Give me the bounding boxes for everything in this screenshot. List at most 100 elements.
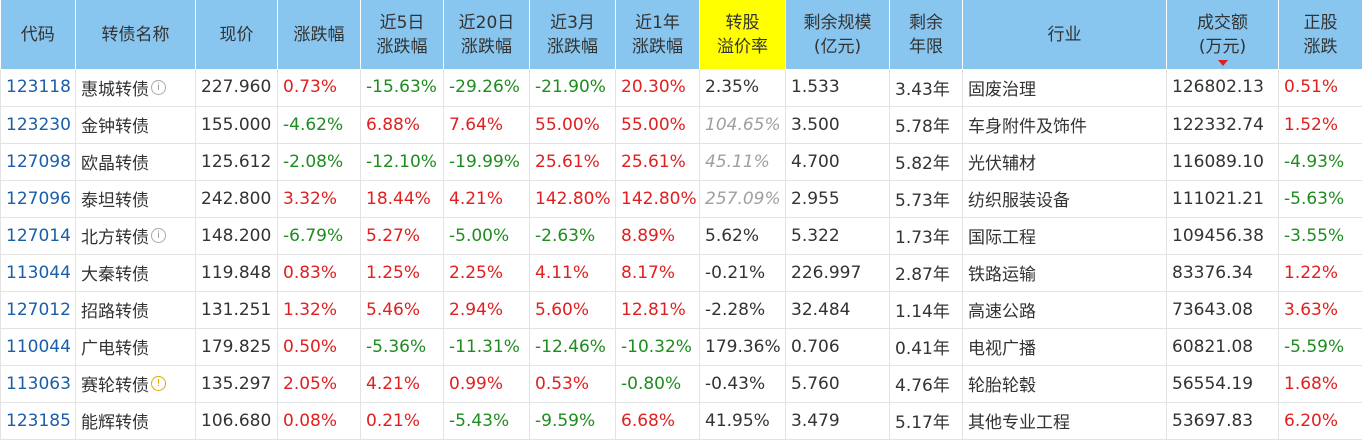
cell-code[interactable]: 123118 — [1, 69, 76, 106]
column-header-chg[interactable]: 涨跌幅 — [278, 0, 361, 69]
table-header: 代码转债名称现价涨跌幅近5日涨跌幅近20日涨跌幅近3月涨跌幅近1年涨跌幅转股溢价… — [1, 0, 1362, 69]
column-header-label: 涨跌幅 — [461, 37, 512, 57]
cell-stock_chg: 6.20% — [1279, 402, 1362, 439]
column-header-label: 近3月 — [550, 13, 595, 33]
cell-remain_size: 1.533 — [786, 69, 890, 106]
cell-chg3m: 55.00% — [530, 106, 616, 143]
cell-price: 179.825 — [196, 328, 278, 365]
cell-industry: 国际工程 — [963, 217, 1167, 254]
column-header-chg3m[interactable]: 近3月涨跌幅 — [530, 0, 616, 69]
column-header-volume[interactable]: 成交额(万元) — [1167, 0, 1279, 69]
column-header-label: 涨跌 — [1304, 37, 1338, 57]
column-header-label: 近5日 — [380, 13, 425, 33]
cell-chg20d: -19.99% — [444, 143, 530, 180]
cell-code[interactable]: 113044 — [1, 254, 76, 291]
cell-name[interactable]: 广电转债 — [76, 328, 196, 365]
cell-name[interactable]: 泰坦转债 — [76, 180, 196, 217]
cell-chg5d: -15.63% — [361, 69, 444, 106]
column-header-name[interactable]: 转债名称 — [76, 0, 196, 69]
cell-volume: 111021.21 — [1167, 180, 1279, 217]
column-header-remain_term[interactable]: 剩余年限 — [890, 0, 963, 69]
cell-price: 155.000 — [196, 106, 278, 143]
cell-chg20d: 2.25% — [444, 254, 530, 291]
cell-name[interactable]: 欧晶转债 — [76, 143, 196, 180]
warning-icon[interactable]: ! — [151, 376, 166, 391]
column-header-industry[interactable]: 行业 — [963, 0, 1167, 69]
cell-chg1y: 25.61% — [616, 143, 700, 180]
cell-code[interactable]: 127096 — [1, 180, 76, 217]
bond-name-wrap: 能辉转债 — [81, 408, 149, 433]
cell-code[interactable]: 127012 — [1, 291, 76, 328]
cell-premium: -0.43% — [700, 365, 786, 402]
cell-name[interactable]: 赛轮转债! — [76, 365, 196, 402]
cell-code[interactable]: 123185 — [1, 402, 76, 439]
info-icon[interactable]: i — [151, 80, 166, 95]
bond-name[interactable]: 大秦转债 — [81, 260, 149, 285]
column-header-price[interactable]: 现价 — [196, 0, 278, 69]
column-header-chg1y[interactable]: 近1年涨跌幅 — [616, 0, 700, 69]
cell-chg20d: -5.00% — [444, 217, 530, 254]
cell-remain_size: 32.484 — [786, 291, 890, 328]
bond-name[interactable]: 北方转债 — [81, 223, 149, 248]
cell-name[interactable]: 大秦转债 — [76, 254, 196, 291]
bond-name[interactable]: 广电转债 — [81, 334, 149, 359]
bond-name[interactable]: 欧晶转债 — [81, 149, 149, 174]
cell-volume: 53697.83 — [1167, 402, 1279, 439]
cell-remain_term: 4.76年 — [890, 365, 963, 402]
bond-name-wrap: 大秦转债 — [81, 260, 149, 285]
bond-name[interactable]: 惠城转债 — [81, 75, 149, 100]
column-header-label: 正股 — [1304, 13, 1338, 33]
cell-code[interactable]: 110044 — [1, 328, 76, 365]
bond-name[interactable]: 金钟转债 — [81, 112, 149, 137]
cell-chg20d: 0.99% — [444, 365, 530, 402]
cell-code[interactable]: 113063 — [1, 365, 76, 402]
column-header-remain_size[interactable]: 剩余规模(亿元) — [786, 0, 890, 69]
column-header-chg20d[interactable]: 近20日涨跌幅 — [444, 0, 530, 69]
column-header-label: 涨跌幅 — [377, 37, 428, 57]
cell-name[interactable]: 金钟转债 — [76, 106, 196, 143]
bond-name[interactable]: 泰坦转债 — [81, 186, 149, 211]
column-header-premium[interactable]: 转股溢价率 — [700, 0, 786, 69]
cell-chg20d: 7.64% — [444, 106, 530, 143]
column-header-label: 涨跌幅 — [632, 37, 683, 57]
cell-chg1y: 8.89% — [616, 217, 700, 254]
column-header-code[interactable]: 代码 — [1, 0, 76, 69]
cell-price: 135.297 — [196, 365, 278, 402]
cell-remain_term: 3.43年 — [890, 69, 963, 106]
cell-chg3m: -2.63% — [530, 217, 616, 254]
cell-price: 227.960 — [196, 69, 278, 106]
cell-name[interactable]: 招路转债 — [76, 291, 196, 328]
cell-chg20d: -11.31% — [444, 328, 530, 365]
column-header-label: 近20日 — [459, 13, 515, 33]
cell-name[interactable]: 能辉转债 — [76, 402, 196, 439]
bond-name[interactable]: 能辉转债 — [81, 408, 149, 433]
cell-code[interactable]: 123230 — [1, 106, 76, 143]
cell-code[interactable]: 127014 — [1, 217, 76, 254]
cell-chg1y: 12.81% — [616, 291, 700, 328]
column-header-stock_chg[interactable]: 正股涨跌 — [1279, 0, 1362, 69]
column-header-chg5d[interactable]: 近5日涨跌幅 — [361, 0, 444, 69]
bond-name[interactable]: 赛轮转债 — [81, 371, 149, 396]
cell-chg3m: 4.11% — [530, 254, 616, 291]
cell-code[interactable]: 127098 — [1, 143, 76, 180]
bond-name[interactable]: 招路转债 — [81, 297, 149, 322]
cell-premium: 41.95% — [700, 402, 786, 439]
cell-volume: 126802.13 — [1167, 69, 1279, 106]
cell-remain_term: 5.78年 — [890, 106, 963, 143]
info-icon[interactable]: i — [151, 228, 166, 243]
cell-chg5d: 5.46% — [361, 291, 444, 328]
